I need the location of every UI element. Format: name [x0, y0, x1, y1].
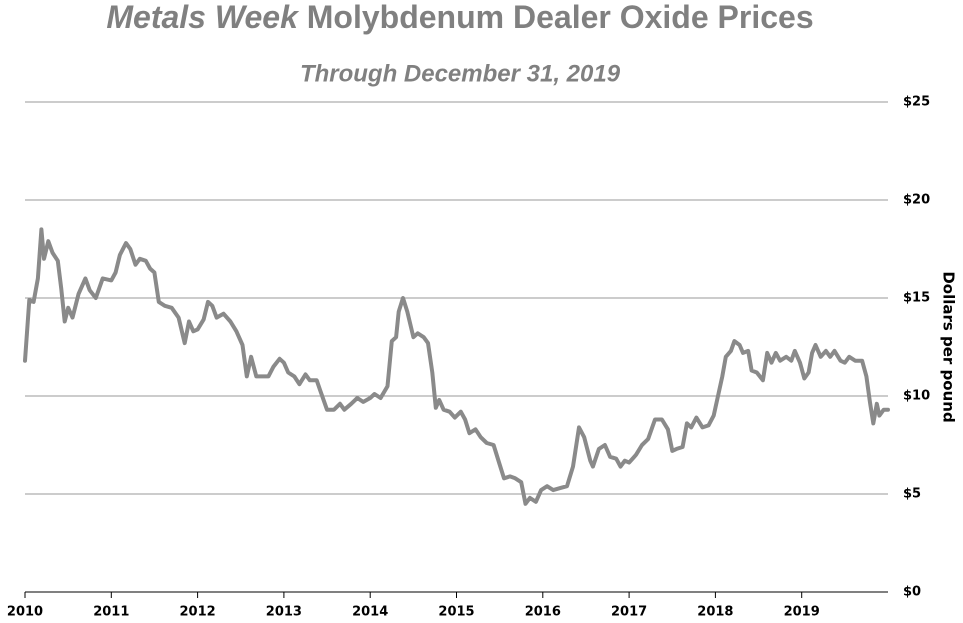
y-axis-label: Dollars per pound: [940, 271, 958, 422]
x-tick-label: 2018: [697, 605, 733, 620]
chart-title-source: Metals Week: [106, 0, 300, 35]
y-tick-label: $10: [903, 389, 930, 404]
y-tick-label: $15: [903, 291, 930, 306]
x-tick-label: 2015: [438, 605, 474, 620]
x-tick-label: 2016: [525, 605, 561, 620]
chart-title-line: Metals Week Molybdenum Dealer Oxide Pric…: [106, 0, 813, 35]
chart-title: Molybdenum Dealer Oxide Prices: [307, 0, 814, 35]
x-tick-label: 2011: [93, 605, 129, 620]
x-tick-label: 2010: [7, 605, 43, 620]
y-tick-label: $25: [903, 95, 930, 110]
y-tick-label: $20: [903, 193, 930, 208]
price-line: [23, 227, 890, 506]
y-tick-label: $5: [903, 487, 921, 502]
chart-subtitle: Through December 31, 2019: [300, 60, 621, 87]
y-tick-label: $0: [903, 585, 921, 600]
x-tick-label: 2017: [611, 605, 647, 620]
x-tick-label: 2012: [180, 605, 216, 620]
x-tick-label: 2014: [352, 605, 388, 620]
x-tick-label: 2019: [784, 605, 820, 620]
x-tick-label: 2013: [266, 605, 302, 620]
